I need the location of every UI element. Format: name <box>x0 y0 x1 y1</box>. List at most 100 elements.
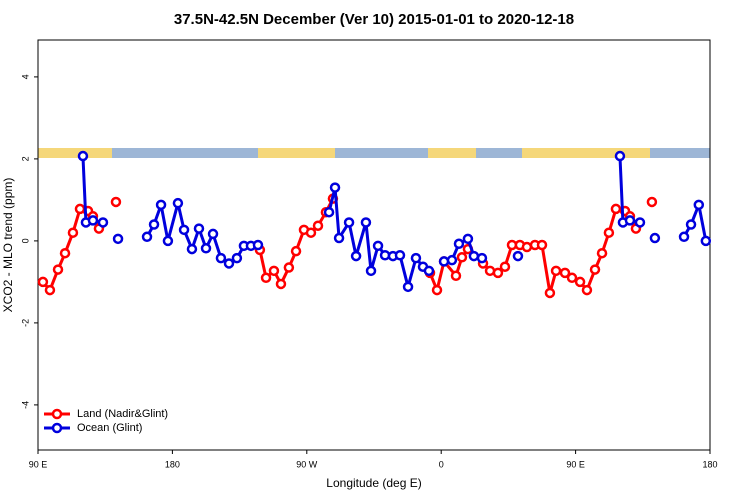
data-point <box>693 199 705 211</box>
data-point <box>360 217 372 228</box>
legend-marker <box>51 422 63 434</box>
series-line <box>145 201 259 265</box>
plot-frame <box>37 39 711 451</box>
data-point <box>87 215 99 226</box>
x-tick-label: 90 E <box>29 459 48 469</box>
y-tick-label: -2 <box>20 319 30 327</box>
data-point <box>323 206 335 218</box>
data-point <box>268 265 280 277</box>
data-point <box>37 276 49 288</box>
legend-label: Ocean (Glint) <box>77 422 142 434</box>
series-line <box>682 203 708 242</box>
data-point <box>431 284 443 296</box>
x-tick-label: 90 W <box>296 459 318 469</box>
legend-label: Land (Nadir&Glint) <box>77 408 168 420</box>
data-point <box>624 215 636 226</box>
data-point <box>260 272 272 284</box>
data-point <box>574 276 586 288</box>
data-point <box>536 239 548 251</box>
data-point <box>172 197 184 209</box>
data-point <box>589 264 601 275</box>
data-point <box>215 252 227 264</box>
y-tick-label: 0 <box>20 238 30 243</box>
data-point <box>112 233 124 245</box>
data-point <box>450 270 462 281</box>
data-point <box>410 252 422 264</box>
data-point <box>423 265 435 277</box>
data-point <box>252 239 264 251</box>
data-point <box>141 231 153 243</box>
data-point <box>438 256 450 267</box>
data-point <box>67 227 79 238</box>
data-point <box>312 220 324 231</box>
data-point <box>59 247 71 259</box>
data-point <box>178 224 190 236</box>
data-point <box>223 258 235 269</box>
data-point <box>333 232 345 244</box>
data-point <box>492 267 504 279</box>
y-tick-label: 4 <box>20 74 30 79</box>
x-tick-label: 180 <box>702 459 717 469</box>
data-point <box>402 281 414 293</box>
data-point <box>231 252 243 264</box>
data-point <box>544 287 556 299</box>
y-tick-label: -4 <box>20 401 30 409</box>
data-point <box>155 199 167 211</box>
x-tick-label: 180 <box>165 459 180 469</box>
y-axis-label: XCO2 - MLO trend (ppm) <box>1 178 15 313</box>
data-point <box>614 150 626 162</box>
map-strip <box>38 148 710 158</box>
data-point <box>550 265 562 277</box>
data-point <box>207 228 219 240</box>
x-tick-label: 0 <box>439 459 444 469</box>
data-point <box>610 203 622 215</box>
data-point <box>148 219 160 230</box>
data-point <box>186 243 198 255</box>
data-point <box>468 250 480 262</box>
data-point <box>603 227 615 238</box>
data-point <box>649 232 661 244</box>
data-point <box>521 241 533 253</box>
data-point <box>566 272 578 284</box>
data-point <box>700 235 712 247</box>
data-point <box>97 217 109 228</box>
data-point <box>365 265 377 277</box>
data-point <box>581 284 593 296</box>
data-point <box>305 227 317 238</box>
data-point <box>559 267 571 279</box>
data-point <box>110 196 122 208</box>
legend-marker <box>51 408 63 420</box>
data-point <box>200 243 212 254</box>
data-point <box>283 262 295 273</box>
data-point <box>74 203 86 215</box>
data-point <box>77 150 89 162</box>
data-point <box>162 235 174 247</box>
data-point <box>275 278 287 290</box>
data-point <box>512 250 524 262</box>
data-point <box>329 182 341 193</box>
x-axis-label: Longitude (deg E) <box>326 476 421 490</box>
data-point <box>343 217 355 228</box>
data-point <box>193 223 205 234</box>
data-point <box>44 284 56 296</box>
data-point <box>394 250 406 261</box>
data-point <box>52 264 64 275</box>
data-point <box>634 217 646 228</box>
data-point <box>456 252 468 263</box>
data-point <box>453 238 465 250</box>
y-tick-label: 2 <box>20 156 30 161</box>
data-point <box>678 231 690 243</box>
chart-title: 37.5N-42.5N December (Ver 10) 2015-01-01… <box>174 11 574 28</box>
data-point <box>596 247 608 259</box>
data-point <box>476 252 488 264</box>
x-tick-label: 90 E <box>566 459 585 469</box>
data-point <box>462 233 474 245</box>
data-point <box>499 261 511 272</box>
data-point <box>646 196 658 208</box>
data-point <box>290 245 302 257</box>
data-point <box>350 250 362 262</box>
data-point <box>446 254 458 266</box>
data-point <box>685 219 697 230</box>
data-point <box>372 240 384 252</box>
